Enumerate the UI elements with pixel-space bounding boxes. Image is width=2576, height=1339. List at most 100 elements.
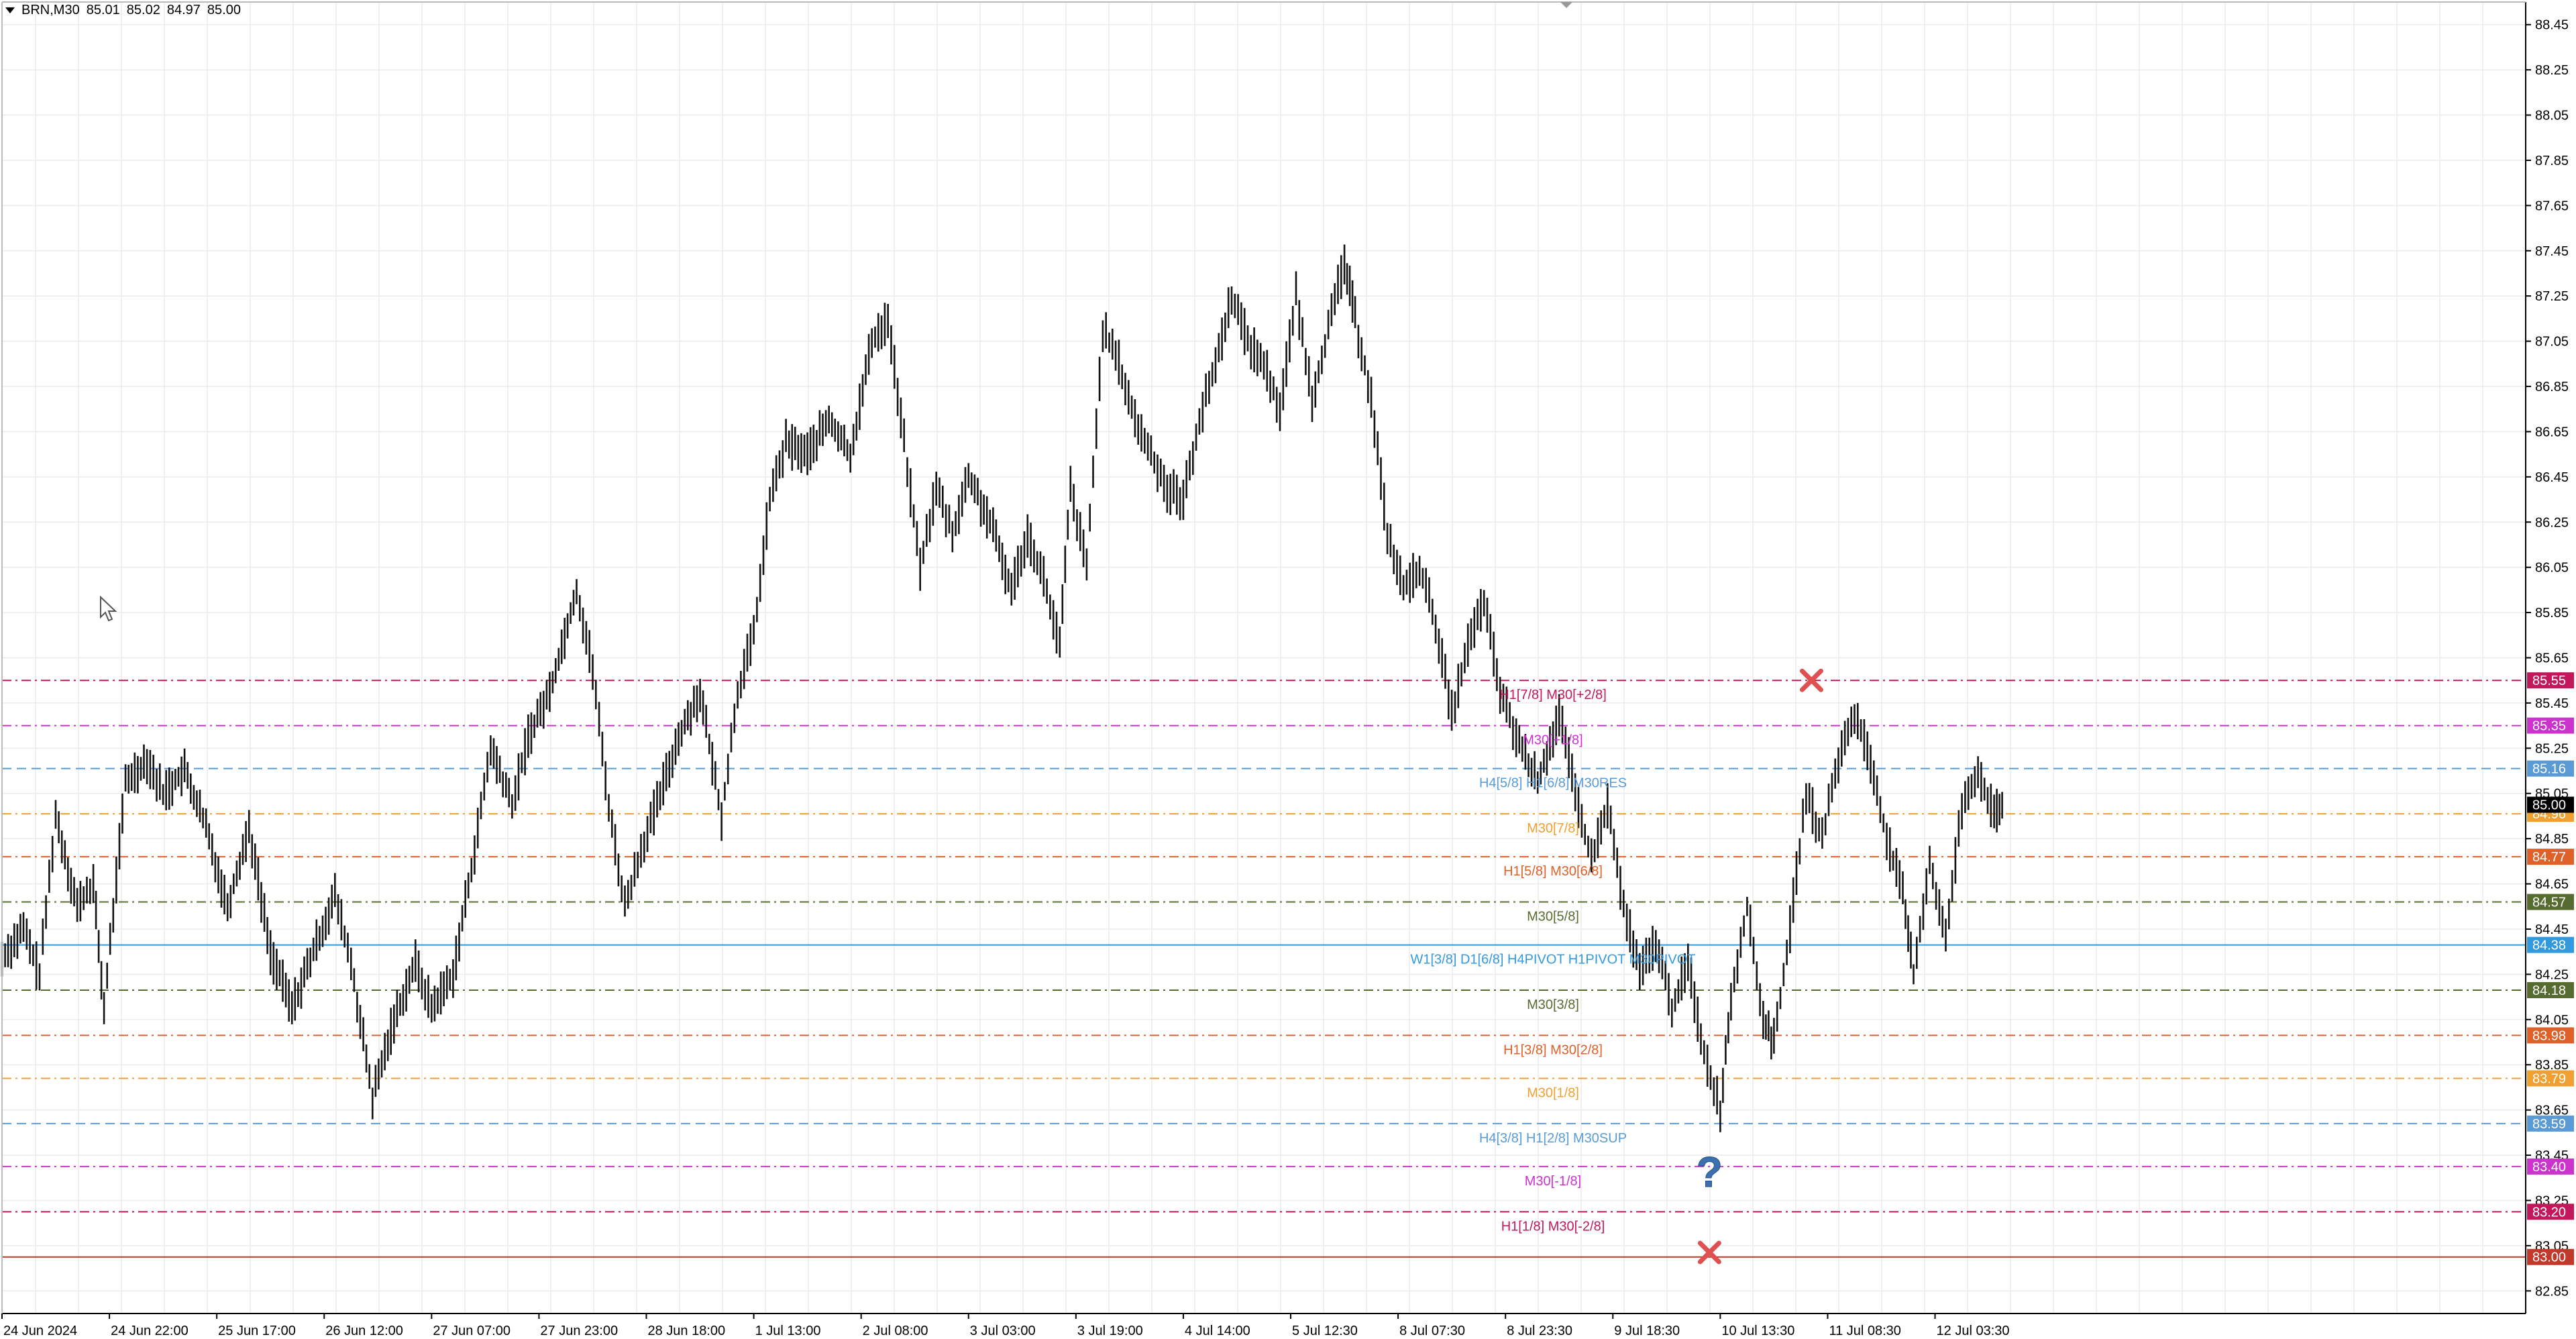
x-tick-label: 2 Jul 08:00 [863, 1324, 928, 1338]
x-tick-label: 12 Jul 03:30 [1937, 1324, 2010, 1338]
level-label: M30[1/8] [1527, 1085, 1579, 1100]
x-tick-label: 5 Jul 12:30 [1292, 1324, 1358, 1338]
level-label: M30[+1/8] [1523, 733, 1583, 748]
x-tick-label: 10 Jul 13:30 [1721, 1324, 1794, 1338]
x-tick-label: 28 Jun 18:00 [648, 1324, 726, 1338]
chart-menu-arrow-icon[interactable] [5, 7, 15, 14]
y-tick-label: 86.25 [2535, 515, 2569, 530]
level-label: M30[-1/8] [1525, 1174, 1581, 1189]
y-tick-label: 86.45 [2535, 470, 2569, 485]
level-label: H1[3/8] M30[2/8] [1503, 1042, 1603, 1057]
symbol-name: BRN,M30 [21, 3, 80, 17]
x-tick-label: 8 Jul 07:30 [1399, 1324, 1465, 1338]
ohlc-low: 84.97 [166, 3, 201, 17]
price-badge: 85.55 [2532, 674, 2566, 688]
y-tick-label: 83.85 [2535, 1058, 2569, 1073]
y-tick-label: 86.65 [2535, 425, 2569, 439]
symbol-info-bar: BRN,M30 85.01 85.02 84.97 85.00 [5, 3, 248, 18]
y-tick-label: 83.65 [2535, 1104, 2569, 1118]
price-badge: 83.59 [2532, 1117, 2566, 1132]
question-marker-icon: ? [1697, 1148, 1723, 1196]
price-badge-bg [2527, 1248, 2574, 1265]
y-tick-label: 86.05 [2535, 561, 2569, 576]
price-badge-bg [2527, 672, 2574, 689]
price-badge: 85.35 [2532, 719, 2566, 734]
level-label: M30[3/8] [1527, 998, 1579, 1012]
price-badge-bg [2527, 894, 2574, 910]
price-badge-bg [2527, 1027, 2574, 1044]
x-tick-label: 3 Jul 19:00 [1077, 1324, 1143, 1338]
y-tick-label: 87.05 [2535, 335, 2569, 350]
x-tick-label: 24 Jun 22:00 [111, 1324, 189, 1338]
ohlc-high: 85.02 [126, 3, 160, 17]
y-tick-label: 84.65 [2535, 877, 2569, 892]
level-label: W1[3/8] D1[6/8] H4PIVOT H1PIVOT M30PIVOT [1411, 953, 1696, 967]
price-badge: 83.40 [2532, 1160, 2566, 1175]
level-label: M30[5/8] [1527, 910, 1579, 924]
price-badge: 85.16 [2532, 762, 2566, 777]
y-tick-label: 85.45 [2535, 696, 2569, 711]
price-badge-bg [2527, 1203, 2574, 1220]
x-tick-label: 24 Jun 2024 [3, 1324, 77, 1338]
ohlc-close: 85.00 [207, 3, 241, 17]
y-tick-label: 88.25 [2535, 63, 2569, 78]
x-tick-label: 11 Jul 08:30 [1829, 1324, 1901, 1338]
level-label: M30[7/8] [1527, 821, 1579, 836]
x-tick-label: 8 Jul 23:30 [1507, 1324, 1572, 1338]
x-tick-label: 27 Jun 23:00 [540, 1324, 618, 1338]
level-label: H1[1/8] M30[-2/8] [1501, 1219, 1605, 1234]
price-badge-bg [2527, 981, 2574, 998]
ohlc-open: 85.01 [86, 3, 120, 17]
mouse-pointer-icon [100, 596, 117, 622]
price-badge: 83.79 [2532, 1071, 2566, 1086]
y-tick-label: 84.05 [2535, 1013, 2569, 1028]
x-tick-label: 26 Jun 12:00 [325, 1324, 403, 1338]
price-badge: 84.57 [2532, 896, 2566, 910]
cross-marker-icon [1799, 668, 1823, 692]
y-tick-label: 87.25 [2535, 289, 2569, 304]
price-badge-bg [2527, 849, 2574, 865]
y-tick-label: 88.05 [2535, 109, 2569, 123]
price-badge-bg [2527, 1158, 2574, 1175]
y-tick-label: 87.65 [2535, 199, 2569, 213]
level-label: H1[5/8] M30[6/8] [1503, 864, 1603, 879]
price-badge: 83.20 [2532, 1205, 2566, 1220]
price-badge-bg [2527, 1070, 2574, 1087]
x-tick-label: 4 Jul 14:00 [1185, 1324, 1250, 1338]
price-badge-bg [2527, 760, 2574, 777]
y-tick-label: 84.85 [2535, 832, 2569, 847]
current-price-badge: 85.00 [2532, 798, 2566, 813]
x-tick-label: 27 Jun 07:00 [433, 1324, 511, 1338]
price-badge: 84.18 [2532, 983, 2566, 998]
y-tick-label: 84.45 [2535, 922, 2569, 937]
x-tick-label: 3 Jul 03:00 [970, 1324, 1036, 1338]
current-price-badge-bg [2527, 796, 2574, 813]
x-tick-label: 9 Jul 18:30 [1614, 1324, 1680, 1338]
y-tick-label: 87.85 [2535, 154, 2569, 168]
level-label: H4[3/8] H1[2/8] M30SUP [1479, 1131, 1627, 1146]
y-tick-label: 85.85 [2535, 606, 2569, 621]
y-tick-label: 87.45 [2535, 244, 2569, 259]
y-tick-label: 82.85 [2535, 1284, 2569, 1299]
price-badge: 84.38 [2532, 939, 2566, 953]
y-tick-label: 84.25 [2535, 967, 2569, 982]
y-tick-label: 86.85 [2535, 380, 2569, 394]
y-tick-label: 85.65 [2535, 651, 2569, 666]
price-badge-bg [2527, 1115, 2574, 1132]
scroll-marker-icon[interactable] [1560, 2, 1572, 8]
y-tick-label: 85.25 [2535, 741, 2569, 756]
price-badge: 83.98 [2532, 1028, 2566, 1043]
price-badge: 84.77 [2532, 850, 2566, 865]
price-badge: 83.00 [2532, 1250, 2566, 1265]
x-tick-label: 1 Jul 13:00 [755, 1324, 821, 1338]
y-tick-label: 88.45 [2535, 18, 2569, 33]
cross-marker-icon [1697, 1240, 1721, 1265]
x-tick-label: 25 Jun 17:00 [218, 1324, 296, 1338]
level-label: H1[7/8] M30[+2/8] [1499, 688, 1607, 702]
price-badge-bg [2527, 936, 2574, 953]
level-label: H4[5/8] H1[6/8] M30RES [1479, 776, 1627, 791]
price-badge-bg [2527, 717, 2574, 734]
